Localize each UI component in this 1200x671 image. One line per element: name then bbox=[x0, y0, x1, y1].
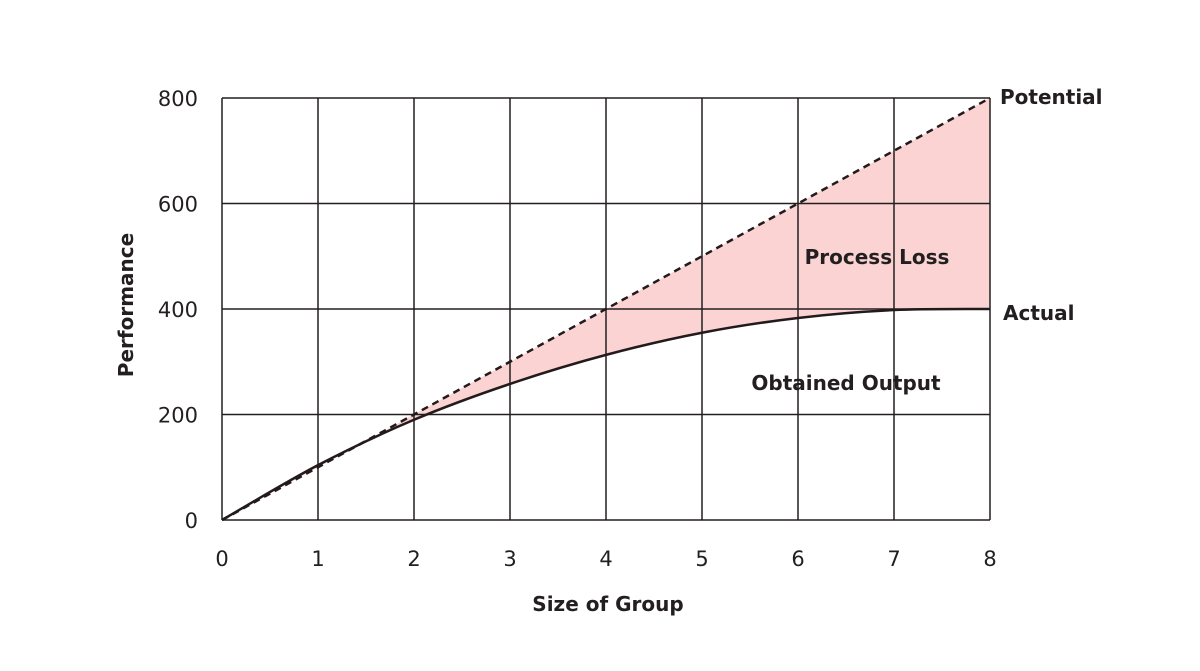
x-tick-label: 5 bbox=[695, 547, 708, 571]
y-tick-label: 0 bbox=[185, 509, 198, 533]
y-tick-label: 400 bbox=[158, 298, 198, 322]
x-tick-label: 7 bbox=[887, 547, 900, 571]
series-label-potential: Potential bbox=[1000, 85, 1103, 109]
y-axis-label: Performance bbox=[114, 233, 138, 377]
x-tick-label: 3 bbox=[503, 547, 516, 571]
x-tick-label: 4 bbox=[599, 547, 612, 571]
x-tick-label: 2 bbox=[407, 547, 420, 571]
x-tick-label: 0 bbox=[215, 547, 228, 571]
x-tick-labels: 0 1 2 3 4 5 6 7 8 bbox=[215, 547, 996, 571]
y-tick-label: 200 bbox=[158, 404, 198, 428]
actual-line bbox=[221, 307, 991, 522]
x-tick-label: 6 bbox=[791, 547, 804, 571]
series-label-actual: Actual bbox=[1003, 301, 1074, 325]
y-tick-label: 800 bbox=[158, 87, 198, 111]
annotation-obtained-output: Obtained Output bbox=[751, 371, 941, 395]
x-axis-label: Size of Group bbox=[532, 592, 683, 616]
x-tick-label: 8 bbox=[983, 547, 996, 571]
y-tick-label: 600 bbox=[158, 193, 198, 217]
annotation-process-loss: Process Loss bbox=[805, 245, 950, 269]
y-tick-labels: 0 200 400 600 800 bbox=[158, 87, 198, 533]
x-tick-label: 1 bbox=[311, 547, 324, 571]
